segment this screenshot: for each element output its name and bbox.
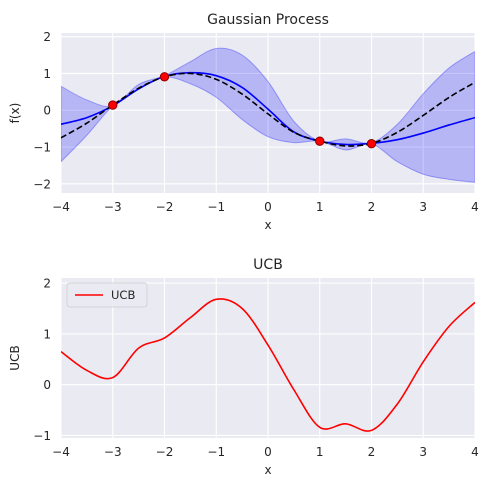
x-tick-label: −3	[104, 200, 122, 214]
observation-point	[366, 139, 377, 149]
legend: UCB	[66, 282, 148, 308]
y-tick-label: −1	[33, 141, 51, 155]
x-tick-label: −2	[156, 200, 174, 214]
x-tick-label: 2	[368, 200, 376, 214]
confidence-band	[61, 47, 475, 183]
y-tick-label: −2	[33, 177, 51, 191]
mean-line	[61, 71, 475, 146]
y-tick-label: −1	[33, 429, 51, 443]
true-function-line	[61, 72, 475, 147]
x-tick-label: 0	[264, 200, 272, 214]
legend-label: UCB	[111, 288, 135, 302]
x-tick-label: 3	[419, 445, 427, 459]
x-axis-label: x	[264, 218, 271, 232]
observation-point	[315, 136, 325, 146]
observation-point	[159, 72, 170, 82]
chart-panel-ucb: −4 −3 −2 −1 0 1 2 3 4 −1 0 1 2 UCB x UCB UCB	[8, 257, 479, 477]
chart-panel-gp: −4 −3 −2 −1 0 1 2 3 4 −2 −1 0 1 2 Gaussian Process x f(x…	[8, 12, 479, 232]
chart-title: UCB	[253, 257, 283, 273]
chart-title: Gaussian Process	[207, 12, 329, 28]
x-tick-label: 0	[264, 445, 272, 459]
legend-box	[66, 282, 148, 308]
y-tick-label: 0	[43, 104, 51, 118]
y-axis-label: f(x)	[8, 103, 22, 124]
y-tick-label: 2	[43, 30, 51, 44]
x-tick-label: −1	[207, 445, 225, 459]
y-tick-label: 0	[43, 378, 51, 392]
y-tick-label: 1	[43, 67, 51, 81]
x-tick-label: −2	[156, 445, 174, 459]
x-tick-label: −3	[104, 445, 122, 459]
plot-area	[61, 47, 475, 183]
x-tick-label: 3	[419, 200, 427, 214]
x-tick-label: −4	[52, 200, 70, 214]
x-axis-label: x	[264, 463, 271, 477]
x-tick-label: 4	[471, 445, 479, 459]
series-line-ucb	[61, 298, 475, 432]
x-tick-label: −1	[207, 200, 225, 214]
plot-area	[61, 298, 475, 432]
x-tick-label: 4	[471, 200, 479, 214]
observation-point	[108, 100, 118, 110]
x-tick-label: 1	[316, 200, 324, 214]
x-tick-label: 2	[368, 445, 376, 459]
x-tick-label: 1	[316, 445, 324, 459]
y-tick-label: 1	[43, 327, 51, 341]
y-tick-label: 2	[43, 277, 51, 291]
y-axis-label: UCB	[8, 345, 22, 370]
x-tick-label: −4	[52, 445, 70, 459]
